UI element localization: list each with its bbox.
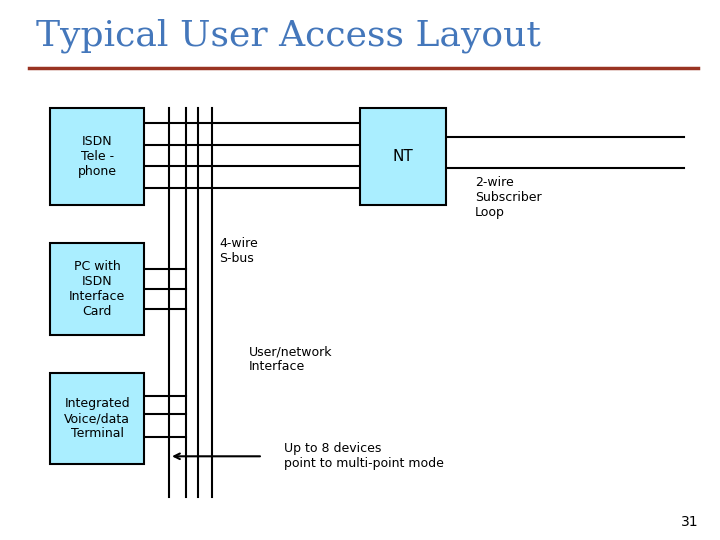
Text: User/network
Interface: User/network Interface (248, 345, 332, 373)
Text: Typical User Access Layout: Typical User Access Layout (36, 19, 541, 53)
Text: 2-wire
Subscriber
Loop: 2-wire Subscriber Loop (475, 176, 542, 219)
Text: Up to 8 devices
point to multi-point mode: Up to 8 devices point to multi-point mod… (284, 442, 444, 470)
FancyBboxPatch shape (50, 243, 144, 335)
Text: PC with
ISDN
Interface
Card: PC with ISDN Interface Card (69, 260, 125, 318)
FancyBboxPatch shape (360, 108, 446, 205)
Text: NT: NT (393, 149, 413, 164)
Text: ISDN
Tele -
phone: ISDN Tele - phone (78, 135, 117, 178)
Text: 4-wire
S-bus: 4-wire S-bus (220, 237, 258, 265)
Text: Integrated
Voice/data
Terminal: Integrated Voice/data Terminal (64, 397, 130, 440)
Text: 31: 31 (681, 515, 698, 529)
FancyBboxPatch shape (50, 373, 144, 464)
FancyBboxPatch shape (50, 108, 144, 205)
